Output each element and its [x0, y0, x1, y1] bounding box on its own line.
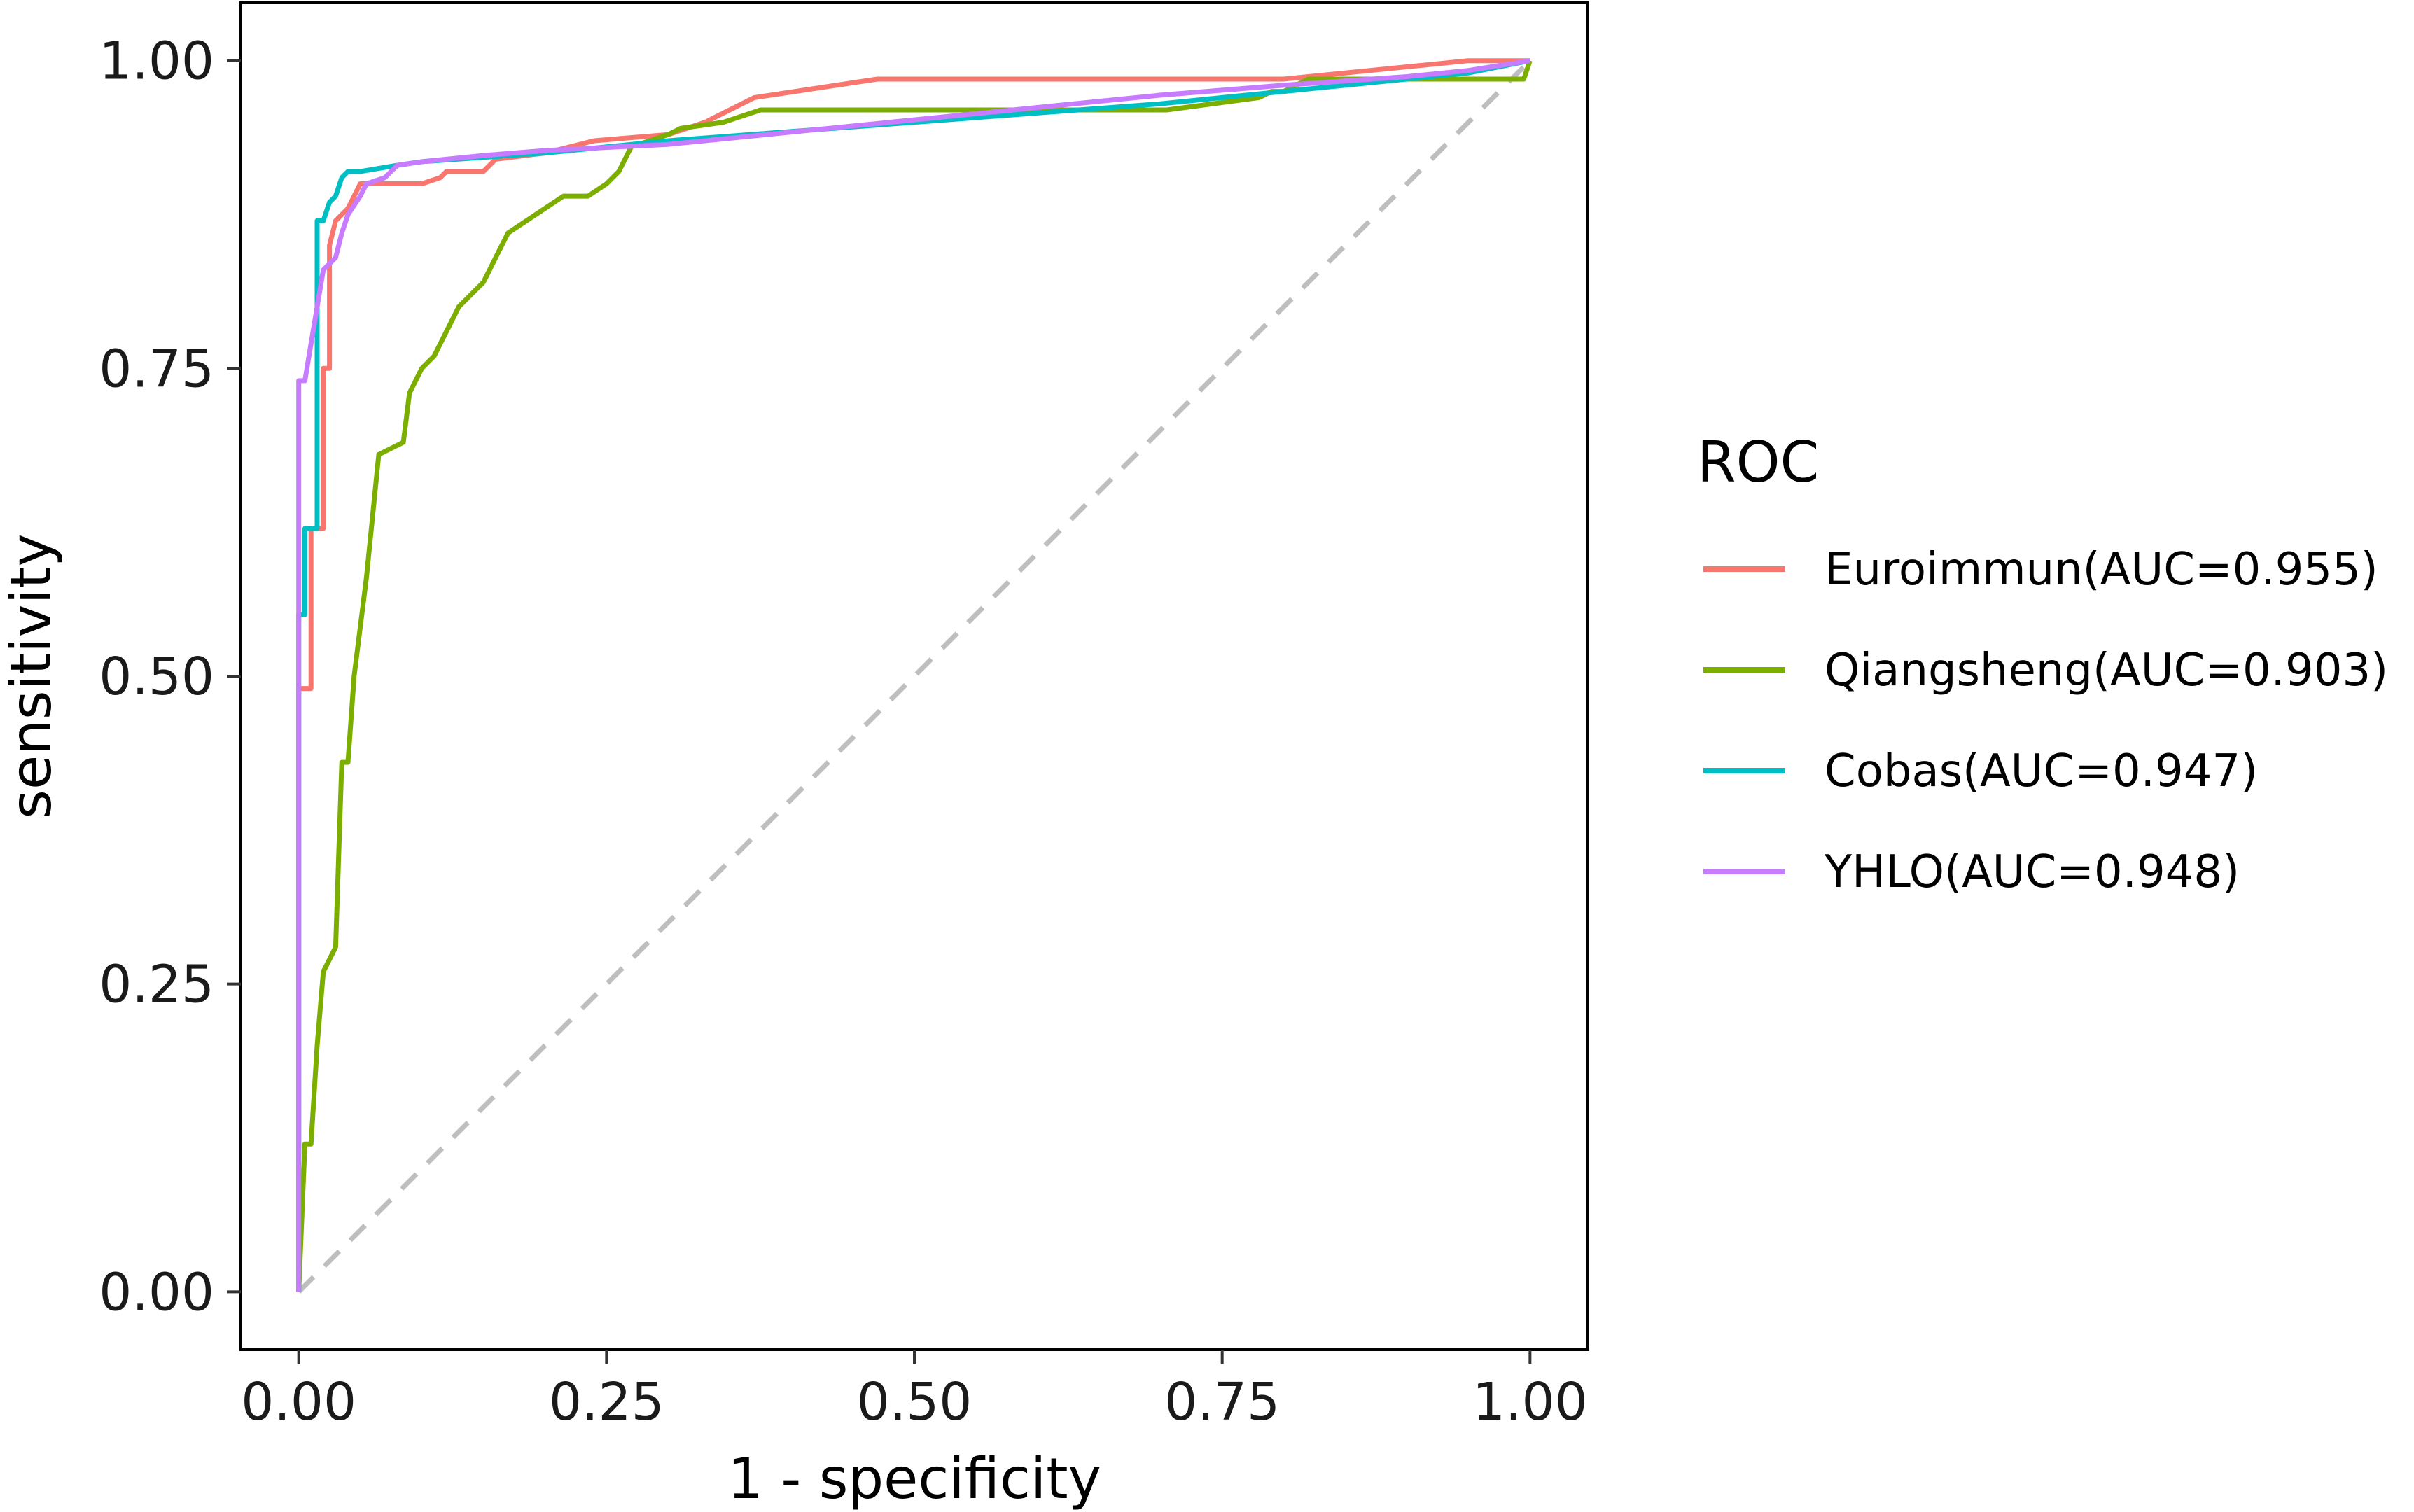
series-lines	[296, 58, 1533, 1292]
legend-label: Euroimmun(AUC=0.955)	[1825, 544, 2378, 596]
x-tick-label: 0.75	[1164, 1372, 1280, 1432]
legend-item-cobas: Cobas(AUC=0.947)	[1703, 746, 2258, 797]
series-line-euroimmun	[296, 58, 1530, 1292]
legend-item-qiangsheng: Qiangsheng(AUC=0.903)	[1703, 645, 2388, 696]
legend: ROC Euroimmun(AUC=0.955) Qiangsheng(AUC=0…	[1697, 430, 2388, 898]
y-tick-label: 0.00	[99, 1262, 214, 1322]
series-line-cobas	[296, 58, 1530, 1292]
legend-items: Euroimmun(AUC=0.955) Qiangsheng(AUC=0.903…	[1703, 544, 2388, 898]
x-tick-label: 0.50	[857, 1372, 972, 1432]
legend-label: YHLO(AUC=0.948)	[1824, 846, 2240, 898]
y-tick-label: 0.50	[99, 647, 214, 707]
x-axis-title: 1 - specificity	[727, 1446, 1101, 1511]
y-tick-label: 1.00	[99, 31, 214, 92]
legend-label: Qiangsheng(AUC=0.903)	[1825, 645, 2388, 696]
x-tick-label: 0.00	[241, 1372, 356, 1432]
plot-area	[239, 1, 1589, 1351]
y-tick-label: 0.25	[99, 955, 214, 1015]
legend-label: Cobas(AUC=0.947)	[1825, 746, 2258, 797]
legend-item-yhlo: YHLO(AUC=0.948)	[1703, 846, 2240, 898]
y-tick-label: 0.75	[99, 339, 214, 399]
x-tick-label: 0.25	[549, 1372, 664, 1432]
y-axis-title: sensitivity	[0, 533, 64, 818]
series-line-yhlo	[296, 58, 1530, 1292]
x-axis: 0.00 0.25 0.50 0.75 1.00	[241, 1350, 1588, 1432]
y-axis: 0.00 0.25 0.50 0.75 1.00	[99, 31, 241, 1322]
legend-title: ROC	[1697, 430, 1819, 495]
x-tick-label: 1.00	[1472, 1372, 1588, 1432]
legend-item-euroimmun: Euroimmun(AUC=0.955)	[1703, 544, 2378, 596]
